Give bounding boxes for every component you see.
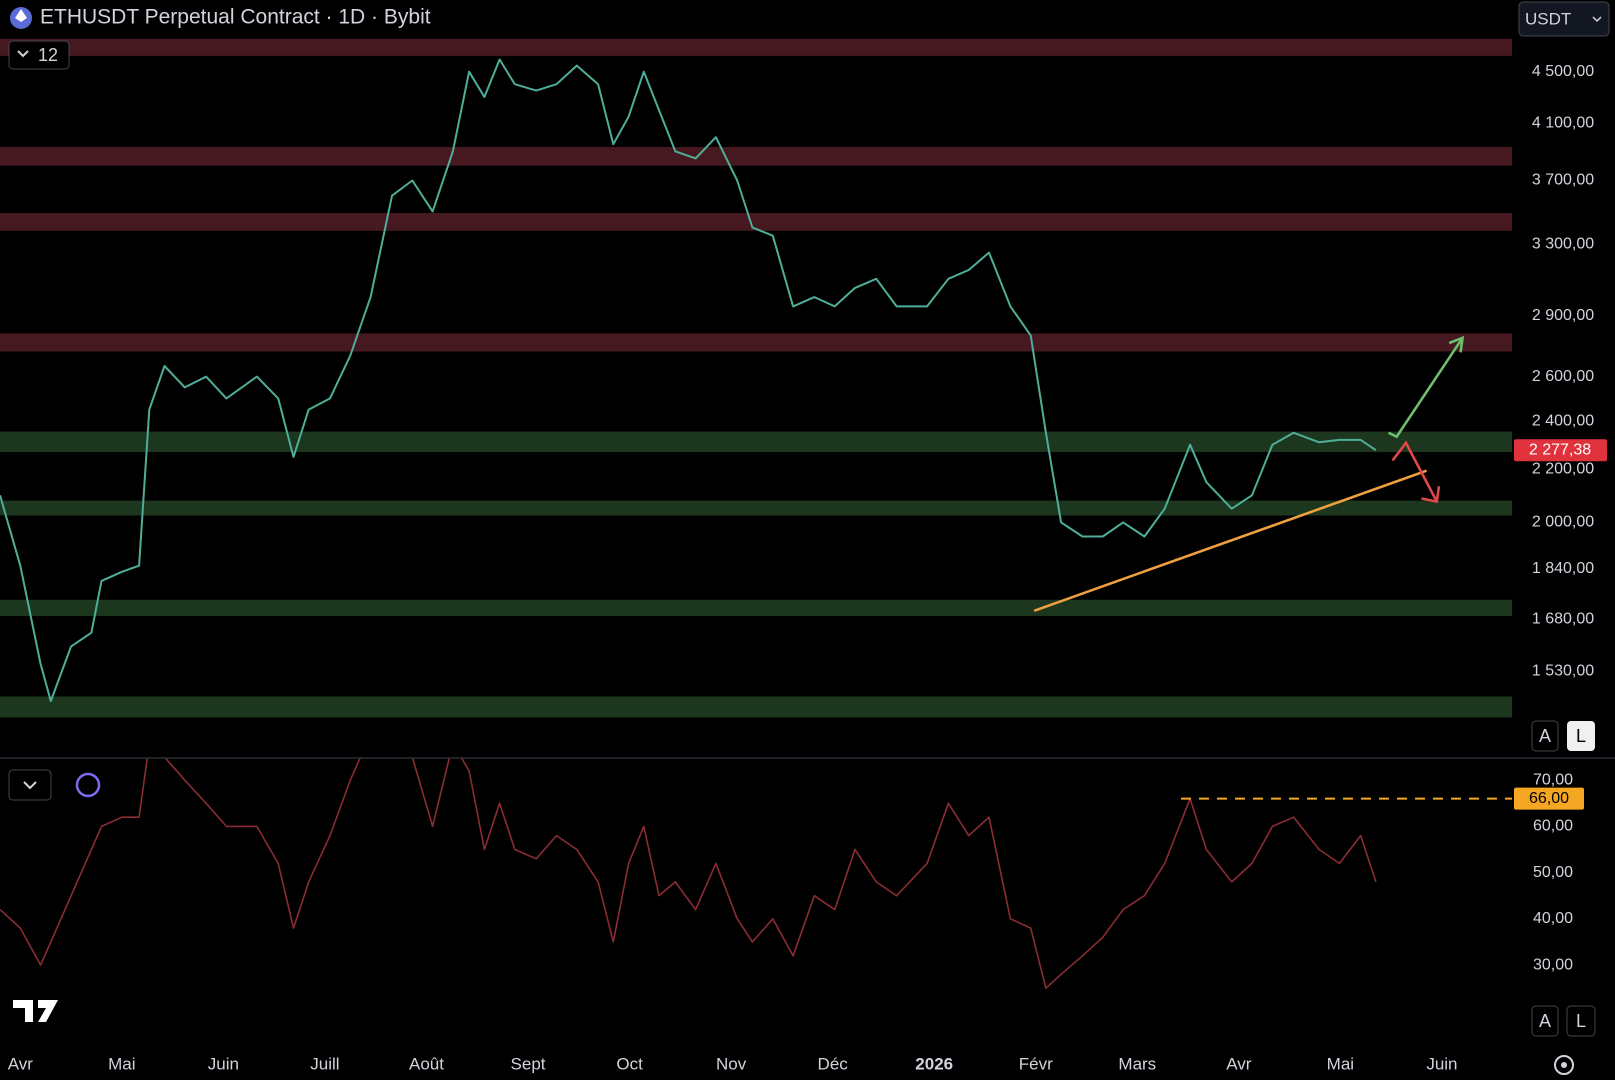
y-tick-label: 2 900,00	[1532, 307, 1594, 324]
y-tick-label: 40,00	[1533, 910, 1573, 927]
y-tick-label: 4 100,00	[1532, 115, 1594, 132]
x-tick-label: 2026	[915, 1054, 953, 1073]
log-scale-button[interactable]	[1566, 1005, 1596, 1037]
eth-icon-glyph	[15, 9, 27, 22]
x-tick-label: Déc	[818, 1054, 849, 1073]
y-tick-label: 30,00	[1533, 956, 1573, 973]
y-tick-label: 4 500,00	[1532, 63, 1594, 80]
currency-label: USDT	[1525, 9, 1571, 28]
x-tick-label: Nov	[716, 1054, 747, 1073]
bull-arrow-head	[1448, 335, 1465, 353]
price-zone	[0, 333, 1512, 352]
refresh-icon[interactable]	[75, 772, 101, 798]
y-tick-label: 2 200,00	[1532, 461, 1594, 478]
y-tick-label: 2 600,00	[1532, 368, 1594, 385]
last-price-tag	[1514, 439, 1607, 462]
y-tick-label: 3 300,00	[1532, 235, 1594, 252]
y-tick-label: 2 000,00	[1532, 514, 1594, 531]
currency-select[interactable]	[1518, 1, 1610, 37]
indicator-count: 12	[38, 45, 58, 65]
y-tick-label: 2 400,00	[1532, 412, 1594, 429]
x-tick-label: Avr	[1226, 1054, 1252, 1073]
price-zone	[0, 599, 1512, 616]
bear-arrow-head	[1421, 485, 1441, 504]
y-tick-label: 50,00	[1533, 864, 1573, 881]
bull-arrow	[1387, 337, 1464, 439]
chevron	[17, 50, 29, 58]
x-tick-label: Sept	[511, 1054, 546, 1073]
y-tick-label: 3 700,00	[1532, 172, 1594, 189]
rsi-line	[0, 758, 1377, 989]
chevron	[23, 781, 37, 790]
x-tick-label: Août	[409, 1054, 444, 1073]
y-tick-label: 60,00	[1533, 818, 1573, 835]
x-tick-label: Juin	[1426, 1054, 1457, 1073]
x-tick-label: Mars	[1118, 1054, 1156, 1073]
log-scale-label: L	[1576, 726, 1586, 746]
price-zone	[0, 212, 1512, 231]
log-scale-button[interactable]	[1567, 721, 1595, 751]
tradingview-logo	[13, 1000, 58, 1022]
rsi-level-tag	[1514, 787, 1584, 810]
x-tick-label: Juill	[310, 1054, 339, 1073]
price-line	[0, 58, 1377, 703]
auto-scale-button[interactable]	[1531, 1005, 1559, 1037]
price-zone	[0, 696, 1512, 718]
price-zone	[0, 147, 1512, 166]
last-price-label: 2 277,38	[1529, 441, 1591, 458]
indicator-toggle[interactable]	[8, 40, 70, 70]
settings-icon-dot	[1561, 1062, 1567, 1068]
auto-scale-button[interactable]	[1531, 720, 1559, 752]
auto-scale-label: A	[1539, 1011, 1551, 1031]
drawings	[1033, 335, 1465, 613]
bear-arrow	[1391, 440, 1438, 503]
y-tick-label: 1 840,00	[1532, 560, 1594, 577]
x-tick-label: Févr	[1019, 1054, 1053, 1073]
x-tick-label: Juin	[208, 1054, 239, 1073]
x-tick-label: Oct	[616, 1054, 643, 1073]
pane-collapse[interactable]	[8, 769, 52, 801]
y-tick-label: 1 680,00	[1532, 611, 1594, 628]
settings-icon[interactable]	[1554, 1055, 1574, 1075]
x-tick-label: Mai	[1327, 1054, 1354, 1073]
x-tick-label: Avr	[8, 1054, 34, 1073]
auto-scale-label: A	[1539, 726, 1551, 746]
y-tick-label: 70,00	[1533, 771, 1573, 788]
price-zone	[0, 500, 1512, 516]
price-zone	[0, 431, 1512, 453]
log-scale-label: L	[1576, 1011, 1586, 1031]
chevron	[1592, 16, 1602, 23]
x-tick-label: Mai	[108, 1054, 135, 1073]
y-tick-label: 1 530,00	[1532, 662, 1594, 679]
rsi-level-label: 66,00	[1529, 790, 1569, 807]
price-zone	[0, 38, 1512, 56]
symbol-title: ETHUSDT Perpetual Contract · 1D · Bybit	[40, 6, 431, 29]
trend-line	[1033, 469, 1427, 613]
